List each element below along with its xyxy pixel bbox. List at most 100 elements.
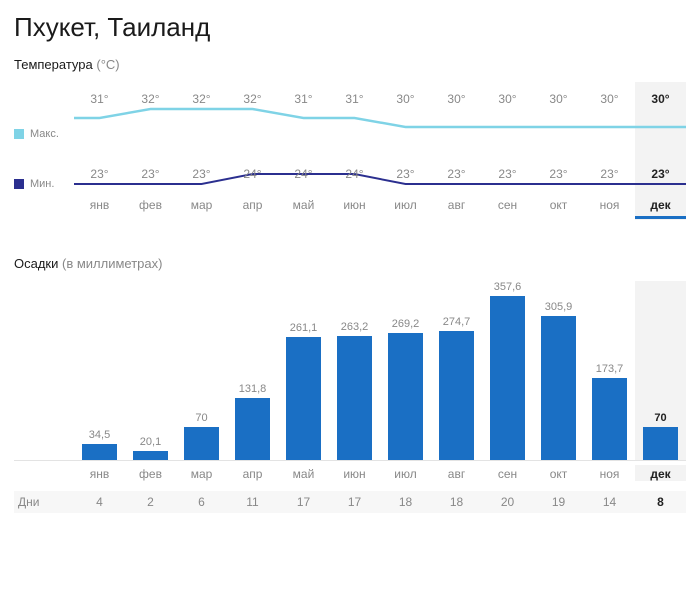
temperature-label: Температура (°C) (14, 57, 686, 72)
temperature-max-value: 30° (380, 92, 431, 106)
temperature-min-value: 23° (482, 167, 533, 181)
precipitation-label: Осадки (в миллиметрах) (14, 256, 686, 271)
precipitation-unit: (в миллиметрах) (62, 256, 162, 271)
days-value: 19 (533, 495, 584, 509)
temperature-max-row: 31°32°32°32°31°31°30°30°30°30°30°30° (74, 92, 686, 106)
month-cell[interactable]: июл (380, 465, 431, 481)
precip-bar-column[interactable]: 263,2 (329, 281, 380, 460)
month-cell[interactable]: авг (431, 192, 482, 212)
temperature-min-value: 23° (584, 167, 635, 181)
month-cell[interactable]: сен (482, 465, 533, 481)
temperature-label-text: Температура (14, 57, 93, 72)
days-value: 14 (584, 495, 635, 509)
precip-bar (337, 336, 373, 460)
temperature-min-value: 24° (227, 167, 278, 181)
month-cell[interactable]: июн (329, 192, 380, 212)
days-value: 4 (74, 495, 125, 509)
temperature-max-value: 30° (584, 92, 635, 106)
temperature-max-value: 30° (533, 92, 584, 106)
month-cell[interactable]: авг (431, 465, 482, 481)
precip-bar-column[interactable]: 305,9 (533, 281, 584, 460)
precip-bar-column[interactable]: 20,1 (125, 281, 176, 460)
month-cell[interactable]: янв (74, 192, 125, 212)
temperature-max-value: 31° (74, 92, 125, 106)
month-cell[interactable]: апр (227, 192, 278, 212)
temperature-min-value: 24° (278, 167, 329, 181)
precip-bar-value: 274,7 (443, 316, 471, 328)
days-value: 2 (125, 495, 176, 509)
month-cell[interactable]: мар (176, 192, 227, 212)
selected-month-underline (635, 216, 686, 219)
days-value: 17 (329, 495, 380, 509)
legend-max-label: Макс. (30, 128, 59, 140)
days-label: Дни (14, 495, 74, 509)
precip-bar (643, 427, 679, 460)
precip-bar-value: 20,1 (140, 436, 161, 448)
precip-bar-column[interactable]: 274,7 (431, 281, 482, 460)
precip-bar (388, 333, 424, 460)
legend-max-swatch (14, 129, 24, 139)
temperature-max-value: 32° (227, 92, 278, 106)
temperature-max-value: 31° (329, 92, 380, 106)
precip-bar (286, 337, 322, 460)
month-cell[interactable]: май (278, 465, 329, 481)
month-cell[interactable]: окт (533, 192, 584, 212)
month-cell[interactable]: дек (635, 465, 686, 481)
precip-bar-value: 70 (654, 412, 666, 424)
legend-min-swatch (14, 179, 24, 189)
precip-bar-value: 261,1 (290, 322, 318, 334)
temperature-max-value: 30° (635, 92, 686, 106)
temperature-min-value: 23° (380, 167, 431, 181)
precip-bar-column[interactable]: 269,2 (380, 281, 431, 460)
month-cell[interactable]: окт (533, 465, 584, 481)
days-value: 8 (635, 495, 686, 509)
precip-bar-value: 173,7 (596, 363, 624, 375)
month-cell[interactable]: июн (329, 465, 380, 481)
precip-bar-column[interactable]: 70 (176, 281, 227, 460)
temperature-min-value: 23° (74, 167, 125, 181)
precip-bar-column[interactable]: 70 (635, 281, 686, 460)
month-cell[interactable]: янв (74, 465, 125, 481)
precipitation-label-text: Осадки (14, 256, 58, 271)
month-cell[interactable]: ноя (584, 465, 635, 481)
temperature-max-value: 32° (125, 92, 176, 106)
precip-bar-value: 70 (195, 412, 207, 424)
legend-min: Мин. (14, 178, 74, 190)
precip-bar (439, 331, 475, 460)
temperature-max-value: 32° (176, 92, 227, 106)
precip-bar-column[interactable]: 34,5 (74, 281, 125, 460)
legend-min-label: Мин. (30, 178, 54, 190)
temperature-max-line (74, 109, 686, 127)
days-row: Дни 42611171718182019148 (14, 491, 686, 513)
month-cell[interactable]: фев (125, 465, 176, 481)
days-value: 11 (227, 495, 278, 509)
precip-bar-value: 269,2 (392, 318, 420, 330)
precipitation-chart: 34,5 20,1 70 131,8 261,1 263,2 269,2 274,7 357,6… (14, 281, 686, 461)
month-cell[interactable]: фев (125, 192, 176, 212)
precip-bar-column[interactable]: 131,8 (227, 281, 278, 460)
precip-bar-column[interactable]: 357,6 (482, 281, 533, 460)
precip-bar-value: 305,9 (545, 301, 573, 313)
temperature-min-value: 24° (329, 167, 380, 181)
month-cell[interactable]: дек (635, 192, 686, 212)
precip-bar (490, 296, 526, 460)
precip-bar (541, 316, 577, 460)
precip-bar-value: 131,8 (239, 383, 267, 395)
temperature-max-value: 30° (431, 92, 482, 106)
temperature-min-value: 23° (635, 167, 686, 181)
days-value: 6 (176, 495, 227, 509)
page-title: Пхукет, Таиланд (14, 12, 686, 43)
precip-bar-column[interactable]: 261,1 (278, 281, 329, 460)
days-value: 20 (482, 495, 533, 509)
temperature-max-value: 30° (482, 92, 533, 106)
month-cell[interactable]: апр (227, 465, 278, 481)
precip-bar-value: 34,5 (89, 429, 110, 441)
month-cell[interactable]: июл (380, 192, 431, 212)
month-cell[interactable]: мар (176, 465, 227, 481)
precip-bar-column[interactable]: 173,7 (584, 281, 635, 460)
month-cell[interactable]: май (278, 192, 329, 212)
temperature-min-row: 23°23°23°24°24°24°23°23°23°23°23°23° (74, 167, 686, 181)
month-cell[interactable]: ноя (584, 192, 635, 212)
temperature-min-value: 23° (533, 167, 584, 181)
month-cell[interactable]: сен (482, 192, 533, 212)
